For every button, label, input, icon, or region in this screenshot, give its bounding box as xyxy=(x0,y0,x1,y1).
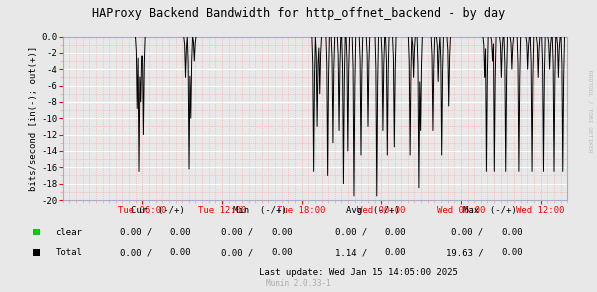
Text: Munin 2.0.33-1: Munin 2.0.33-1 xyxy=(266,279,331,288)
Text: 0.00 /: 0.00 / xyxy=(120,228,152,237)
Text: 0.00: 0.00 xyxy=(271,228,293,237)
Text: 0.00: 0.00 xyxy=(384,228,406,237)
Text: 19.63 /: 19.63 / xyxy=(446,248,484,257)
Text: 0.00 /: 0.00 / xyxy=(120,248,152,257)
Text: 0.00: 0.00 xyxy=(170,248,191,257)
Y-axis label: bits/second [in(-); out(+)]: bits/second [in(-); out(+)] xyxy=(29,46,38,191)
Text: 0.00: 0.00 xyxy=(501,228,522,237)
Text: Max  (-/+): Max (-/+) xyxy=(463,206,516,215)
Text: RRDTOOL / TOBI OETIKER: RRDTOOL / TOBI OETIKER xyxy=(588,70,593,152)
Text: Total: Total xyxy=(56,248,82,257)
Text: Avg  (-/+): Avg (-/+) xyxy=(346,206,400,215)
Text: Cur  (-/+): Cur (-/+) xyxy=(131,206,185,215)
Text: 0.00: 0.00 xyxy=(501,248,522,257)
Text: 0.00: 0.00 xyxy=(384,248,406,257)
Text: Min  (-/+): Min (-/+) xyxy=(233,206,287,215)
Text: clear: clear xyxy=(56,228,82,237)
Text: 0.00 /: 0.00 / xyxy=(335,228,367,237)
Text: 0.00: 0.00 xyxy=(170,228,191,237)
Text: 1.14 /: 1.14 / xyxy=(335,248,367,257)
Text: 0.00 /: 0.00 / xyxy=(451,228,484,237)
Text: Last update: Wed Jan 15 14:05:00 2025: Last update: Wed Jan 15 14:05:00 2025 xyxy=(259,268,458,277)
Text: HAProxy Backend Bandwidth for http_offnet_backend - by day: HAProxy Backend Bandwidth for http_offne… xyxy=(92,7,505,20)
Text: 0.00 /: 0.00 / xyxy=(221,228,254,237)
Text: 0.00: 0.00 xyxy=(271,248,293,257)
Text: 0.00 /: 0.00 / xyxy=(221,248,254,257)
